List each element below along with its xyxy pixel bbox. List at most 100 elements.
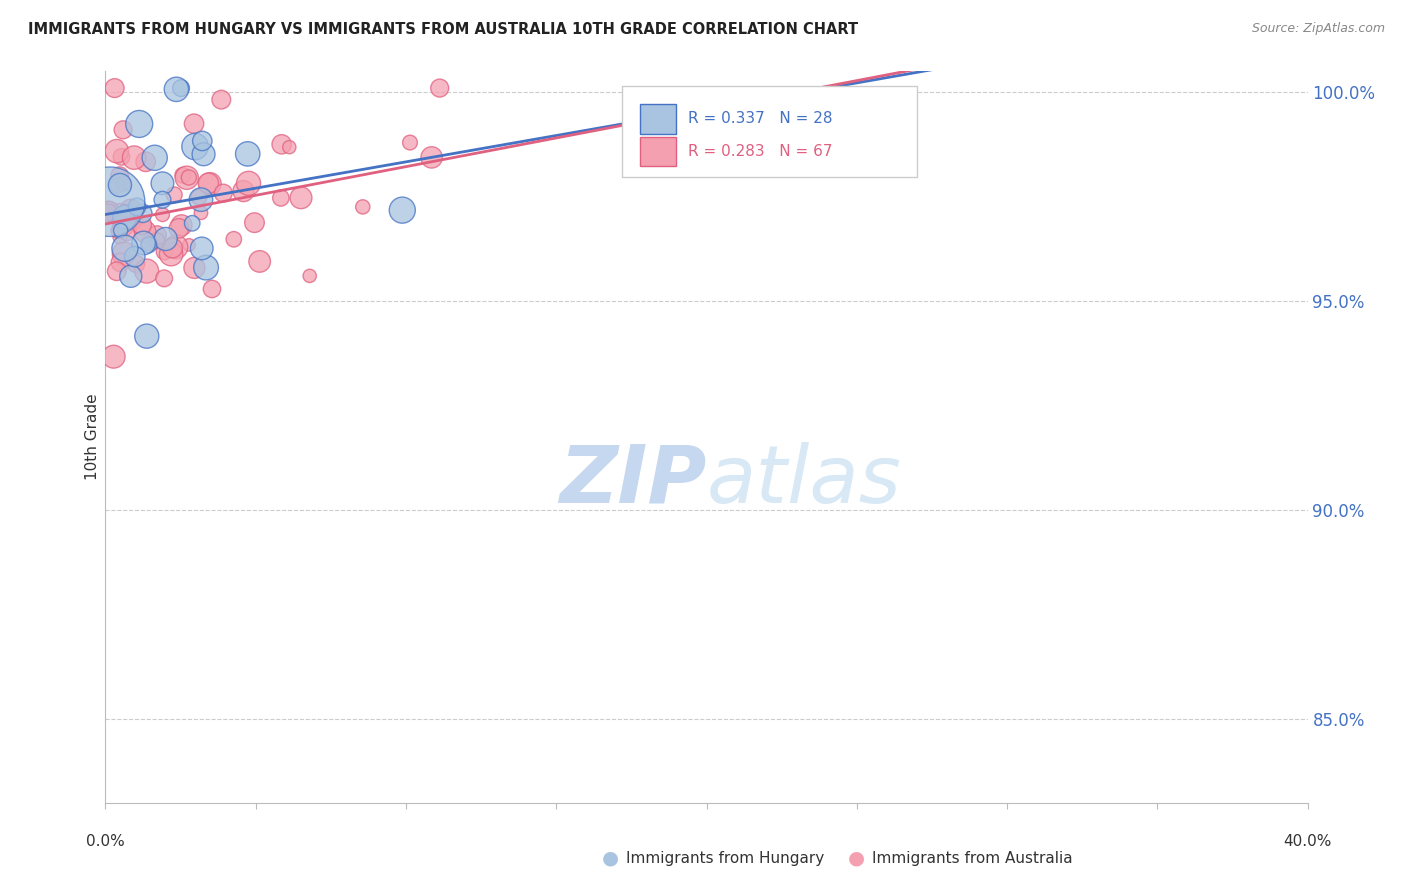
Point [114,204,136,219]
Point [97,204,120,219]
Point [232,184,254,198]
Point [170,218,193,232]
Point [177,238,200,252]
Point [238,177,260,191]
Point [143,151,166,165]
Point [98,203,121,218]
Y-axis label: 10th Grade: 10th Grade [84,393,100,481]
Point [290,191,312,205]
Point [114,211,136,225]
Point [193,147,215,161]
Point [112,247,135,261]
Bar [640,137,676,167]
Point [104,81,127,95]
Point [201,282,224,296]
Point [236,147,259,161]
Point [160,247,183,261]
Point [249,254,271,268]
Text: R = 0.337   N = 28: R = 0.337 N = 28 [689,112,832,127]
Point [190,206,212,220]
Point [243,216,266,230]
Point [399,136,422,150]
Point [183,117,205,131]
Point [120,202,142,217]
Point [122,151,145,165]
Text: ZIP: ZIP [560,442,707,520]
Point [112,123,135,137]
Text: ●: ● [602,848,619,868]
Text: IMMIGRANTS FROM HUNGARY VS IMMIGRANTS FROM AUSTRALIA 10TH GRADE CORRELATION CHAR: IMMIGRANTS FROM HUNGARY VS IMMIGRANTS FR… [28,22,858,37]
Point [132,235,155,250]
Point [114,241,136,255]
Point [152,176,174,190]
Point [177,170,200,185]
Text: Immigrants from Australia: Immigrants from Australia [872,851,1073,865]
Point [195,260,218,275]
Point [153,271,176,285]
Point [110,223,132,237]
Point [152,193,174,207]
Point [163,187,186,202]
Point [125,257,148,271]
Point [152,208,174,222]
Point [105,144,128,158]
Point [108,178,131,192]
Point [134,225,156,239]
Point [190,193,212,207]
Text: R = 0.283   N = 67: R = 0.283 N = 67 [689,145,832,160]
Point [191,134,214,148]
Point [420,150,443,164]
Point [108,230,131,244]
Point [209,93,232,107]
Point [146,234,169,248]
FancyBboxPatch shape [623,86,917,178]
Point [135,329,157,343]
Point [120,269,142,284]
Point [165,240,187,254]
Point [298,268,321,283]
Point [124,250,146,264]
Point [197,177,219,191]
Point [138,238,160,252]
Point [184,139,207,153]
Point [125,200,148,214]
Point [135,264,157,278]
Point [110,255,132,269]
Point [176,170,198,185]
Text: 40.0%: 40.0% [1284,834,1331,849]
Point [181,216,204,230]
Point [183,260,205,275]
Point [153,244,176,259]
Point [212,186,235,200]
Bar [640,104,676,134]
Point [115,224,138,238]
Point [110,150,132,164]
Point [107,178,129,193]
Text: Immigrants from Hungary: Immigrants from Hungary [626,851,824,865]
Point [352,200,374,214]
Point [98,194,121,209]
Text: atlas: atlas [707,442,901,520]
Point [188,190,211,204]
Point [103,350,125,364]
Text: Source: ZipAtlas.com: Source: ZipAtlas.com [1251,22,1385,36]
Point [391,203,413,218]
Point [135,154,157,169]
Point [155,232,177,246]
Point [120,211,142,226]
Point [278,140,301,154]
Point [107,224,129,238]
Point [131,218,153,232]
Point [162,241,184,255]
Point [138,235,160,250]
Point [198,177,221,191]
Point [222,232,245,246]
Point [105,264,128,278]
Point [165,82,187,96]
Text: 0.0%: 0.0% [86,834,125,849]
Point [270,137,292,152]
Point [270,191,292,205]
Point [112,218,135,232]
Point [146,228,169,243]
Point [172,168,194,182]
